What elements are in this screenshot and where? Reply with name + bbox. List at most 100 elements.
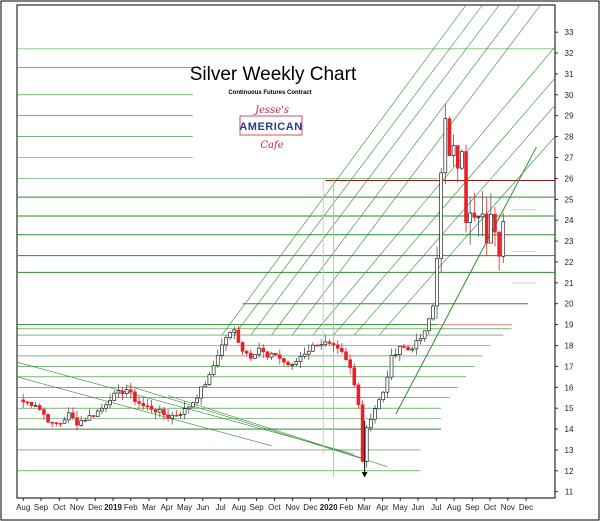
- trend-line: [312, 46, 556, 336]
- candle-body: [137, 401, 141, 404]
- candle-body: [290, 364, 294, 366]
- candle-body: [298, 356, 303, 362]
- trend-line: [167, 395, 363, 459]
- candle-body: [431, 305, 435, 320]
- price-axis-labels: 11 12 13 14 15 16 17 18 19 20 21 22 23 24 25 26 27 28 29 30…: [555, 28, 574, 497]
- candle-body: [460, 151, 464, 169]
- time-tick-label: Nov: [286, 503, 300, 512]
- candle-body: [323, 341, 328, 346]
- candle-body: [319, 344, 323, 347]
- time-tick-label: Nov: [70, 503, 84, 512]
- candle-body: [79, 420, 83, 426]
- trend-line: [126, 384, 388, 467]
- candle-body: [224, 337, 228, 346]
- price-tick-label: 26: [565, 174, 574, 183]
- time-tick-label: Nov: [501, 503, 515, 512]
- price-tick-label: 31: [565, 70, 574, 79]
- candle-body: [402, 346, 406, 348]
- time-tick-label: Jun: [412, 503, 425, 512]
- candle-body: [348, 359, 352, 368]
- candle-body: [145, 405, 150, 408]
- candle-body: [133, 391, 137, 402]
- trend-line: [333, 77, 556, 336]
- time-tick-label: Sep: [465, 503, 480, 512]
- candle-body: [373, 408, 377, 420]
- candle-body: [393, 354, 398, 356]
- candle-body: [273, 352, 278, 356]
- time-tick-label: Oct: [53, 503, 66, 512]
- candle-body: [232, 329, 237, 333]
- candle-body: [464, 151, 468, 224]
- plot-frame: [16, 4, 556, 499]
- candle-body: [124, 389, 129, 394]
- candle-body: [50, 421, 54, 424]
- time-tick-label: 2020: [320, 503, 338, 512]
- candle-body: [398, 346, 402, 355]
- candle-body: [282, 358, 286, 363]
- candle-body: [195, 397, 199, 404]
- candle-body: [178, 414, 183, 416]
- time-tick-label: Dec: [303, 503, 317, 512]
- time-tick-label: Oct: [484, 503, 497, 512]
- candle-body: [377, 399, 381, 410]
- candle-body: [54, 422, 59, 424]
- candle-body: [153, 409, 158, 413]
- price-tick-label: 23: [565, 237, 574, 246]
- candle-body: [240, 342, 245, 352]
- trend-lines: [16, 4, 556, 467]
- candlesticks: [21, 103, 506, 468]
- trend-line: [378, 136, 556, 336]
- candle-body: [112, 392, 117, 401]
- candle-body: [306, 350, 311, 355]
- candle-body: [71, 412, 75, 418]
- candle-body: [215, 355, 220, 366]
- price-tick-label: 25: [565, 195, 574, 204]
- logo-bottom-script: Cafe: [260, 140, 283, 151]
- price-tick-label: 33: [565, 28, 574, 37]
- time-tick-label: Jun: [196, 503, 209, 512]
- candle-body: [87, 415, 92, 421]
- candle-body: [211, 365, 216, 375]
- candle-body: [191, 402, 195, 408]
- candle-body: [360, 404, 365, 462]
- candle-body: [265, 351, 270, 358]
- time-tick-label: Dec: [519, 503, 533, 512]
- candle-body: [149, 405, 154, 410]
- candle-body: [42, 409, 46, 415]
- candle-body: [302, 353, 307, 357]
- candle-body: [418, 338, 423, 341]
- trend-line: [234, 4, 483, 336]
- logo-main-text: AMERICAN: [239, 121, 302, 133]
- candle-body: [385, 376, 390, 393]
- time-tick-label: Mar: [357, 503, 371, 512]
- candle-body: [83, 419, 88, 422]
- candle-body: [364, 427, 369, 462]
- price-tick-label: 15: [565, 404, 574, 413]
- candle-body: [25, 401, 30, 404]
- candle-body: [228, 332, 232, 339]
- time-tick-label: Aug: [232, 503, 246, 512]
- logo-top-script: Jesse's: [253, 105, 289, 116]
- candle-body: [381, 391, 386, 401]
- candle-body: [327, 341, 332, 344]
- chart-title: Silver Weekly Chart: [190, 64, 357, 85]
- time-tick-label: Oct: [268, 503, 281, 512]
- candle-body: [29, 401, 34, 406]
- candle-body: [451, 145, 456, 156]
- candle-body: [468, 212, 472, 224]
- candle-body: [162, 409, 166, 416]
- candle-body: [489, 213, 493, 244]
- price-tick-label: 11: [565, 488, 574, 497]
- candle-body: [352, 367, 357, 386]
- trend-line: [395, 146, 537, 415]
- candle-body: [335, 344, 340, 349]
- candle-body: [426, 318, 431, 332]
- candle-body: [116, 390, 121, 394]
- time-tick-label: May: [393, 503, 408, 512]
- price-tick-label: 14: [565, 425, 574, 434]
- candle-body: [244, 350, 249, 354]
- trend-line: [354, 105, 556, 336]
- time-tick-label: 2019: [104, 503, 122, 512]
